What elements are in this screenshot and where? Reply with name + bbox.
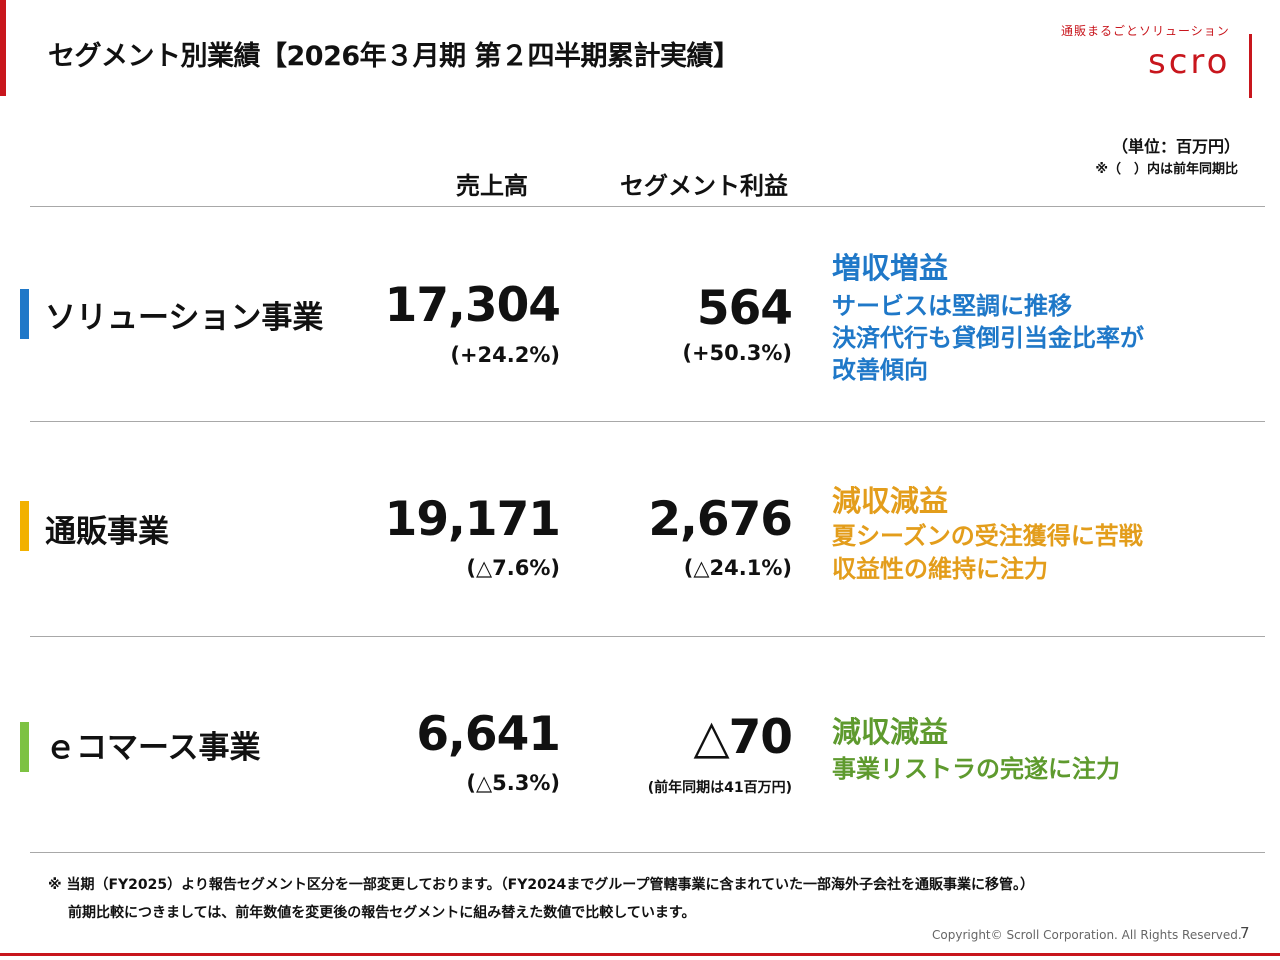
segment-name: 通販事業 (45, 514, 169, 550)
divider (30, 852, 1265, 853)
page-number: 7 (1240, 924, 1250, 942)
evaluation-title: 減収減益 (832, 484, 949, 518)
segment-color-bar (20, 722, 29, 772)
evaluation-line: サービスは堅調に推移 (832, 292, 1072, 320)
evaluation-line: 収益性の維持に注力 (832, 555, 1048, 583)
profit-change: (+50.3%) (682, 341, 792, 365)
evaluation-line: 事業リストラの完遂に注力 (832, 755, 1120, 783)
column-header-profit: セグメント利益 (620, 172, 788, 200)
unit-label: （単位：百万円） (1111, 137, 1240, 156)
evaluation-line: 改善傾向 (832, 356, 928, 384)
copyright: Copyright© Scroll Corporation. All Right… (932, 928, 1242, 942)
profit-value: 564 (696, 281, 793, 336)
page-title: セグメント別業績【2026年３月期 第２四半期累計実績】 (48, 41, 740, 72)
sales-change: (+24.2%) (450, 343, 560, 367)
column-header-sales: 売上高 (456, 172, 528, 200)
divider (30, 421, 1265, 422)
segment-color-bar (20, 289, 29, 339)
brand-logo-bar (1249, 34, 1252, 98)
yoy-note: ※（ ）内は前年同期比 (1095, 162, 1238, 177)
evaluation-line: 夏シーズンの受注獲得に苦戦 (832, 522, 1143, 550)
evaluation-title: 増収増益 (832, 251, 949, 285)
profit-change: (△24.1%) (683, 556, 792, 580)
bottom-accent-line (0, 953, 1280, 956)
footnote: ※ 当期（FY2025）より報告セグメント区分を一部変更しております。（FY20… (48, 877, 1035, 893)
profit-prior-note: (前年同期は41百万円) (647, 780, 792, 796)
divider (30, 206, 1265, 207)
sales-change: (△7.6%) (466, 556, 560, 580)
segment-name: ｅコマース事業 (45, 730, 261, 766)
footnote: 前期比較につきましては、前年数値を変更後の報告セグメントに組み替えた数値で比較し… (68, 905, 696, 921)
brand-tagline: 通販まるごとソリューション (1061, 24, 1230, 38)
sales-change: (△5.3%) (466, 771, 560, 795)
evaluation-title: 減収減益 (832, 715, 949, 749)
sales-value: 17,304 (384, 278, 561, 333)
segment-color-bar (20, 501, 29, 551)
brand-logo: scro (1148, 42, 1231, 82)
profit-value: △70 (693, 710, 793, 765)
divider (30, 636, 1265, 637)
left-accent-bar (0, 0, 6, 96)
evaluation-line: 決済代行も貸倒引当金比率が (832, 324, 1144, 352)
sales-value: 6,641 (416, 707, 561, 762)
sales-value: 19,171 (384, 492, 561, 547)
segment-name: ソリューション事業 (45, 300, 324, 336)
profit-value: 2,676 (648, 492, 793, 547)
